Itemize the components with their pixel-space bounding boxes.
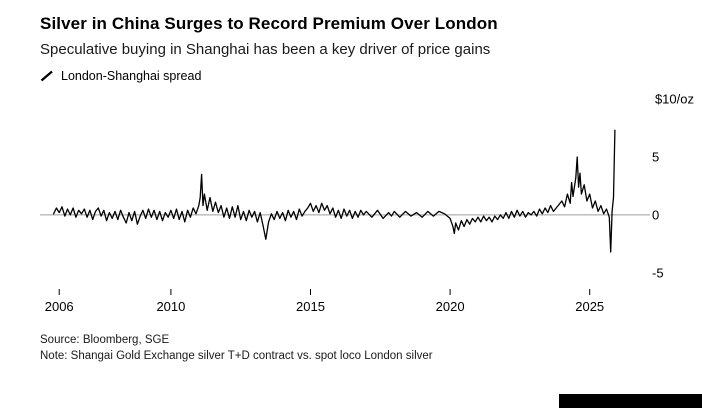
chart-area: 2006 2010 2015 2020 2025 5 0 -5 $10/oz bbox=[40, 83, 702, 328]
page-title: Silver in China Surges to Record Premium… bbox=[40, 14, 498, 33]
x-tick-label: 2006 bbox=[45, 299, 74, 314]
chart-footer: Source: Bloomberg, SGE Note: Shangai Gol… bbox=[40, 332, 702, 364]
x-tick-label: 2020 bbox=[436, 299, 465, 314]
x-tick-label: 2025 bbox=[575, 299, 604, 314]
legend: London-Shanghai spread bbox=[40, 69, 702, 83]
spread-chart-svg: 2006 2010 2015 2020 2025 5 0 -5 $10/oz bbox=[40, 92, 694, 314]
methodology-note: Note: Shangai Gold Exchange silver T+D c… bbox=[40, 350, 433, 363]
source-note: Source: Bloomberg, SGE bbox=[40, 334, 170, 346]
page-subtitle: Speculative buying in Shanghai has been … bbox=[40, 41, 491, 58]
legend-label: London-Shanghai spread bbox=[61, 69, 202, 83]
line-series-icon bbox=[40, 69, 54, 83]
spread-line bbox=[52, 129, 616, 253]
y-tick-label: 5 bbox=[652, 150, 659, 165]
x-tick-label: 2010 bbox=[156, 299, 185, 314]
bloomberg-logo-strip bbox=[559, 394, 702, 408]
y-tick-label: 0 bbox=[652, 207, 659, 222]
x-tick-label: 2015 bbox=[296, 299, 325, 314]
y-axis-unit-label: $10/oz bbox=[655, 92, 694, 107]
y-tick-label: -5 bbox=[652, 265, 664, 280]
